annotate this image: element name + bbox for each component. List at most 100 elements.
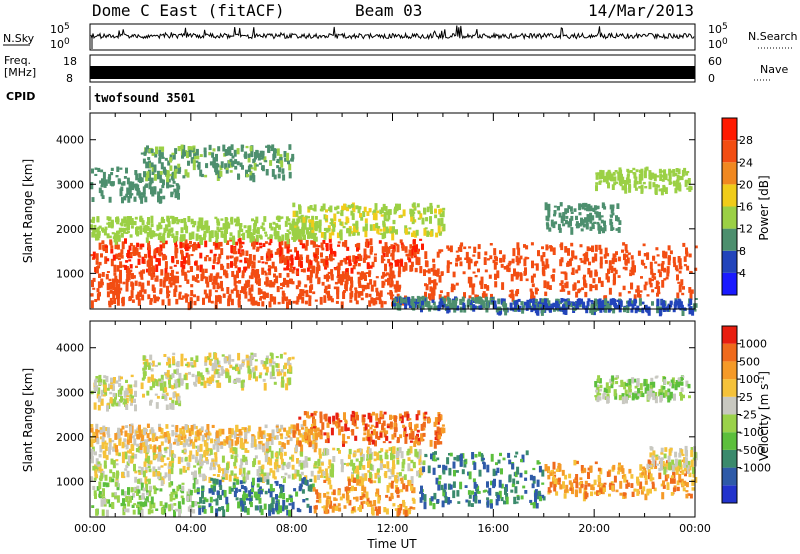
heatmap-cell: [233, 288, 237, 291]
heatmap-cell: [137, 298, 141, 306]
heatmap-cell: [562, 223, 566, 227]
heatmap-cell: [167, 178, 171, 183]
heatmap-cell: [309, 269, 313, 278]
heatmap-cell: [674, 172, 678, 177]
heatmap-cell: [208, 432, 212, 436]
heatmap-cell: [175, 247, 179, 254]
heatmap-cell: [534, 263, 538, 266]
heatmap-cell: [99, 445, 103, 453]
heatmap-cell: [440, 484, 444, 491]
heatmap-cell: [203, 230, 207, 238]
heatmap-cell: [278, 237, 282, 242]
heatmap-cell: [367, 272, 371, 278]
heatmap-cell: [266, 433, 270, 437]
heatmap-cell: [186, 279, 190, 284]
heatmap-cell: [474, 495, 478, 504]
heatmap-cell: [205, 220, 209, 229]
heatmap-cell: [578, 304, 582, 308]
heatmap-cell: [282, 476, 285, 479]
heatmap-cell: [215, 236, 219, 243]
heatmap-cell: [450, 283, 454, 290]
heatmap-cell: [656, 291, 660, 294]
heatmap-cell: [471, 286, 475, 295]
heatmap-cell: [169, 282, 173, 288]
heatmap-cell: [288, 163, 292, 171]
heatmap-cell: [613, 253, 617, 258]
heatmap-cell: [341, 205, 345, 211]
heatmap-cell: [416, 470, 420, 477]
heatmap-cell: [300, 451, 304, 457]
heatmap-cell: [499, 250, 502, 255]
heatmap-cell: [119, 269, 122, 274]
heatmap-cell: [149, 255, 153, 263]
heatmap-cell: [385, 494, 389, 498]
heatmap-cell: [239, 290, 243, 294]
heatmap-cell: [385, 449, 389, 453]
heatmap-cell: [262, 445, 266, 453]
heatmap-cell: [230, 488, 234, 492]
heatmap-cell: [269, 489, 273, 498]
heatmap-cell: [286, 233, 290, 241]
heatmap-cell: [384, 273, 387, 277]
heatmap-cell: [233, 461, 237, 467]
heatmap-cell: [173, 188, 177, 193]
heatmap-cell: [217, 242, 221, 250]
heatmap-cell: [179, 237, 183, 241]
heatmap-cell: [576, 223, 580, 228]
heatmap-cell: [197, 242, 201, 249]
heatmap-cell: [245, 354, 249, 360]
heatmap-cell: [147, 240, 151, 249]
heatmap-cell: [263, 472, 267, 477]
heatmap-cell: [110, 245, 114, 249]
heatmap-cell: [493, 248, 497, 256]
heatmap-cell: [622, 285, 626, 291]
heatmap-cell: [162, 253, 166, 261]
heatmap-cell: [190, 357, 194, 362]
heatmap-cell: [592, 278, 596, 284]
heatmap-cell: [332, 223, 335, 228]
heatmap-cell: [250, 296, 254, 305]
heatmap-cell: [178, 285, 182, 288]
heatmap-cell: [103, 450, 107, 459]
heatmap-cell: [151, 171, 155, 175]
heatmap-cell: [497, 459, 501, 464]
heatmap-cell: [634, 176, 638, 179]
heatmap-cell: [234, 447, 238, 455]
heatmap-cell: [357, 276, 361, 284]
power-y-label: Slant Range [km]: [21, 159, 35, 263]
heatmap-cell: [192, 245, 196, 252]
heatmap-cell: [100, 473, 104, 480]
heatmap-cell: [561, 469, 565, 476]
heatmap-cell: [208, 151, 212, 156]
heatmap-cell: [379, 228, 383, 232]
heatmap-cell: [544, 291, 548, 297]
heatmap-cell: [175, 438, 179, 443]
heatmap-cell: [255, 150, 259, 158]
heatmap-cell: [144, 476, 148, 485]
heatmap-cell: [564, 272, 568, 281]
heatmap-cell: [125, 260, 129, 263]
heatmap-cell: [146, 490, 149, 493]
heatmap-cell: [656, 306, 660, 314]
heatmap-cell: [628, 468, 632, 474]
heatmap-cell: [479, 298, 483, 305]
heatmap-cell: [474, 294, 478, 299]
heatmap-cell: [262, 227, 266, 232]
heatmap-cell: [269, 160, 273, 166]
heatmap-cell: [430, 280, 434, 284]
heatmap-cell: [202, 224, 206, 230]
heatmap-cell: [273, 296, 277, 305]
heatmap-cell: [537, 301, 541, 304]
heatmap-cell: [160, 480, 164, 486]
heatmap-cell: [266, 258, 270, 262]
heatmap-cell: [683, 480, 687, 486]
heatmap-cell: [249, 145, 253, 152]
heatmap-cell: [134, 170, 138, 176]
heatmap-cell: [263, 476, 267, 482]
heatmap-cell: [280, 239, 284, 246]
heatmap-cell: [203, 151, 207, 158]
heatmap-cell: [496, 270, 500, 279]
heatmap-cell: [209, 249, 213, 254]
heatmap-cell: [324, 468, 328, 474]
heatmap-cell: [389, 290, 393, 296]
